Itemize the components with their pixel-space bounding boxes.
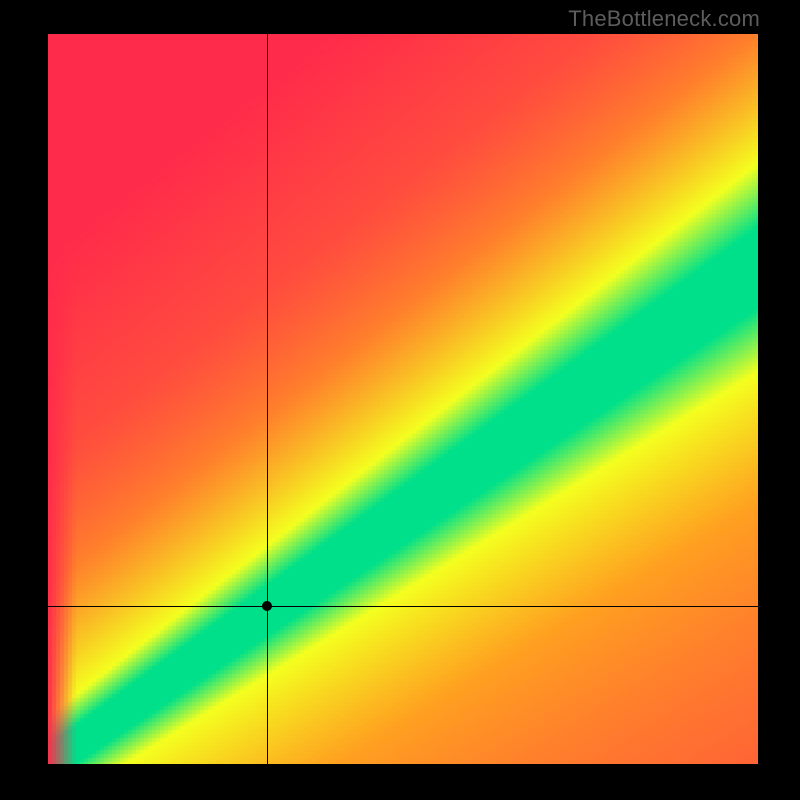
bottleneck-heatmap — [48, 34, 758, 764]
crosshair-marker-dot — [262, 601, 272, 611]
crosshair-horizontal — [48, 606, 758, 607]
crosshair-vertical — [267, 34, 268, 764]
heatmap-canvas — [48, 34, 758, 764]
watermark-text: TheBottleneck.com — [568, 6, 760, 32]
